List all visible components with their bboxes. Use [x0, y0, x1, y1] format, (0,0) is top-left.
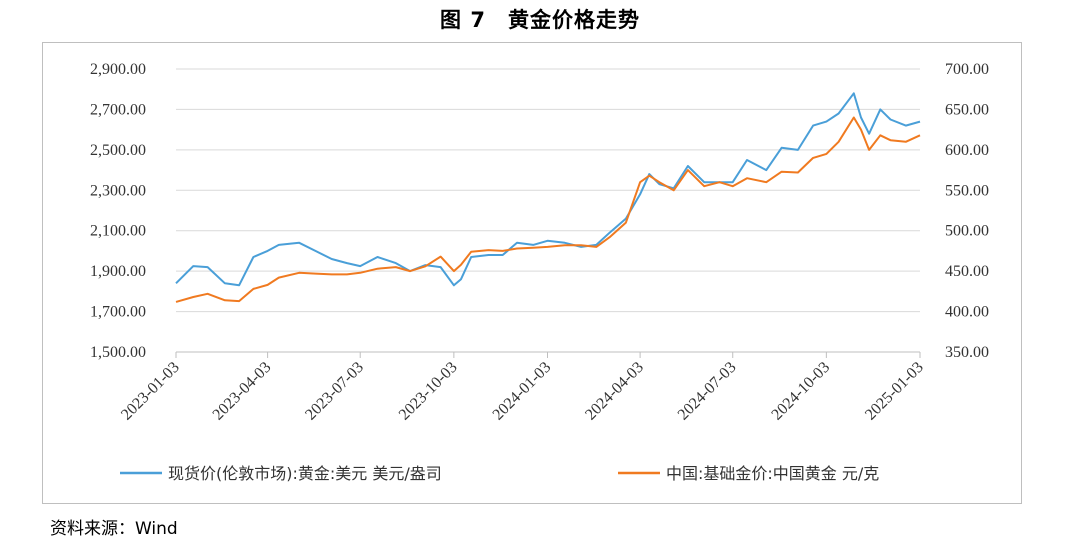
source-note: 资料来源：Wind — [50, 519, 178, 539]
y-right-tick-label: 450.00 — [945, 263, 989, 280]
x-tick-label: 2024-04-03 — [582, 359, 647, 424]
x-tick-label: 2024-10-03 — [768, 359, 833, 424]
y-right-tick-label: 550.00 — [945, 182, 989, 199]
legend: 现货价(伦敦市场):黄金:美元 美元/盎司 中国:基础金价:中国黄金 元/克 — [120, 464, 879, 483]
y-left-tick-label: 2,100.00 — [90, 223, 146, 240]
series-line-london-gold — [175, 92, 921, 287]
chart-title: 图 7 黄金价格走势 — [440, 8, 640, 32]
y-left-tick-label: 1,500.00 — [90, 344, 146, 361]
legend-label: 现货价(伦敦市场):黄金:美元 美元/盎司 — [168, 464, 442, 483]
x-tick-label: 2023-07-03 — [302, 359, 367, 424]
y-right-tick-label: 600.00 — [945, 142, 989, 159]
y-left-tick-label: 2,500.00 — [90, 142, 146, 159]
y-left-tick-label: 1,700.00 — [90, 304, 146, 321]
legend-label: 中国:基础金价:中国黄金 元/克 — [666, 464, 879, 483]
y-right-tick-label: 700.00 — [945, 61, 989, 78]
x-tick-label: 2023-10-03 — [396, 359, 461, 424]
y-right-tick-label: 500.00 — [945, 223, 989, 240]
y-right-tick-label: 350.00 — [945, 344, 989, 361]
x-tick-label: 2024-01-03 — [490, 359, 555, 424]
x-tick-label: 2023-01-03 — [118, 359, 183, 424]
y-left-tick-label: 2,900.00 — [90, 61, 146, 78]
chart-frame — [42, 42, 1022, 504]
grid-layer — [176, 68, 920, 313]
x-tick-label: 2024-07-03 — [675, 359, 740, 424]
x-tick-label: 2023-04-03 — [210, 359, 275, 424]
x-tick-label: 2025-01-03 — [862, 359, 927, 424]
y-right-tick-label: 650.00 — [945, 101, 989, 118]
y-left-tick-label: 2,700.00 — [90, 101, 146, 118]
y-left-tick-label: 2,300.00 — [90, 182, 146, 199]
y-left-tick-label: 1,900.00 — [90, 263, 146, 280]
series-line-china-gold — [175, 116, 921, 303]
y-right-tick-label: 400.00 — [945, 304, 989, 321]
series-layer — [175, 92, 921, 303]
